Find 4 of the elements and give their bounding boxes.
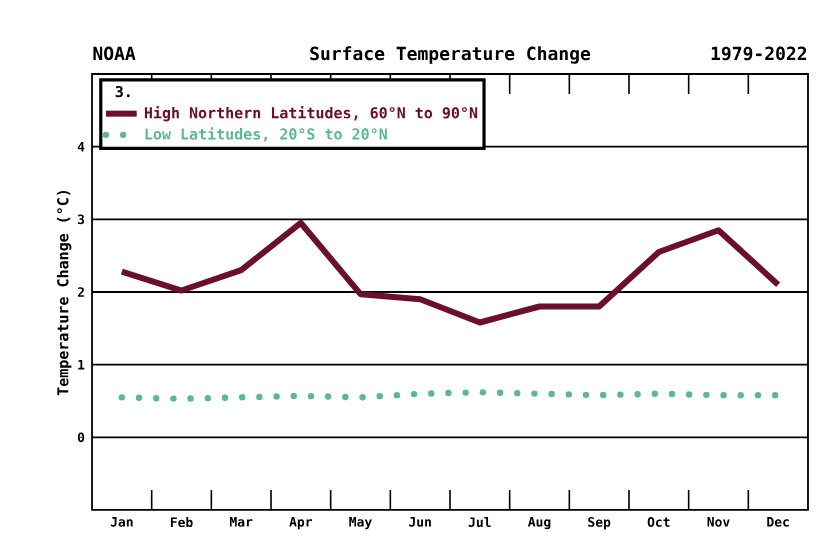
text: NOAA — [93, 46, 136, 61]
line-series — [118, 219, 782, 326]
text: 1979-2022 — [711, 46, 807, 61]
chart-title: Surface Temperature Change — [310, 46, 591, 64]
